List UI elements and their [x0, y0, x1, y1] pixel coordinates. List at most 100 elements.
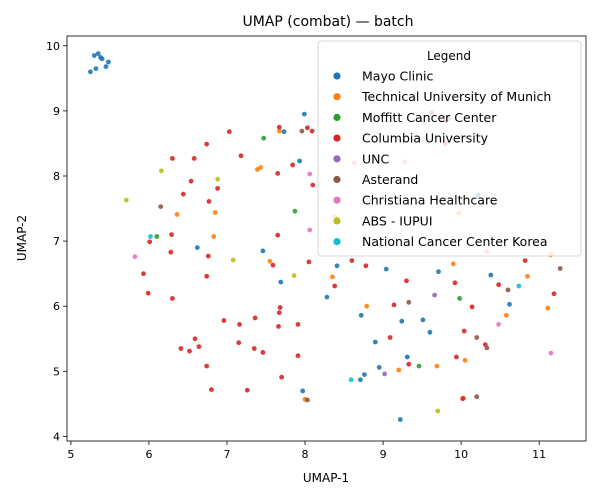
chart-title: UMAP (combat) — batch	[242, 14, 413, 30]
legend-label: Christiana Healthcare	[362, 193, 498, 208]
legend-marker	[333, 175, 341, 184]
x-tick-label: 11	[532, 448, 546, 461]
data-point	[306, 259, 312, 265]
data-point	[557, 266, 563, 271]
data-point	[295, 353, 301, 359]
y-tick-label: 7	[53, 235, 60, 248]
data-point	[180, 191, 186, 197]
data-point	[334, 263, 340, 269]
data-point	[404, 354, 410, 360]
data-point	[362, 372, 367, 377]
legend-marker	[333, 196, 341, 204]
data-point	[291, 273, 297, 278]
data-point	[416, 363, 422, 369]
data-point	[376, 365, 382, 370]
data-point	[141, 271, 146, 277]
data-point	[434, 363, 440, 369]
data-point	[154, 234, 160, 239]
data-point	[469, 304, 475, 310]
legend-marker	[333, 155, 341, 163]
data-point	[209, 387, 214, 392]
data-point	[91, 53, 97, 58]
data-point	[436, 269, 441, 275]
data-point	[212, 210, 218, 215]
data-point	[215, 186, 221, 191]
data-point	[221, 318, 227, 323]
data-point	[305, 397, 310, 403]
y-tick-label: 4	[53, 430, 60, 443]
data-point	[307, 171, 313, 177]
data-point	[88, 69, 93, 75]
data-point	[236, 340, 242, 346]
legend-marker	[333, 113, 341, 121]
data-point	[396, 367, 402, 373]
legend-label: Moffitt Cancer Center	[362, 110, 497, 125]
data-point	[399, 318, 405, 324]
data-point	[406, 361, 412, 367]
data-point	[178, 346, 184, 351]
data-point	[267, 258, 273, 264]
data-point	[204, 273, 210, 279]
legend-marker	[333, 134, 341, 142]
y-tick-label: 9	[53, 105, 60, 118]
data-point	[204, 363, 210, 369]
data-point	[484, 345, 490, 351]
data-point	[372, 339, 378, 345]
data-point	[194, 245, 200, 251]
data-point	[474, 394, 480, 400]
data-point	[106, 59, 111, 65]
data-point	[406, 299, 412, 305]
data-point	[188, 178, 194, 184]
data-point	[450, 261, 456, 267]
data-point	[507, 301, 512, 307]
data-point	[148, 234, 153, 239]
y-tick-label: 8	[53, 170, 60, 183]
data-point	[349, 258, 355, 263]
legend-marker	[333, 93, 341, 101]
data-point	[281, 129, 287, 135]
data-point	[123, 197, 129, 203]
x-tick-label: 5	[67, 448, 74, 461]
data-point	[93, 66, 99, 71]
data-point	[301, 111, 307, 117]
legend-marker	[333, 238, 341, 246]
data-point	[505, 287, 511, 293]
data-point	[310, 182, 316, 188]
data-point	[258, 165, 263, 170]
data-point	[299, 128, 305, 134]
x-tick-label: 10	[454, 448, 468, 461]
data-point	[103, 64, 109, 69]
data-point	[295, 322, 301, 327]
data-point	[452, 280, 458, 286]
data-point	[270, 262, 276, 268]
data-point	[252, 315, 258, 321]
data-point	[226, 129, 232, 135]
legend-box	[317, 40, 582, 257]
data-point	[277, 305, 283, 310]
data-point	[168, 249, 174, 255]
data-point	[170, 156, 175, 161]
x-tick-label: 8	[302, 448, 309, 461]
data-point	[205, 253, 211, 259]
data-point	[382, 371, 387, 377]
data-point	[260, 350, 266, 355]
data-point	[462, 357, 468, 363]
data-point	[278, 279, 284, 285]
data-point	[191, 156, 197, 161]
data-point	[496, 282, 501, 288]
y-tick-label: 10	[46, 40, 60, 53]
data-point	[238, 153, 244, 159]
data-point	[358, 377, 363, 383]
data-point	[435, 408, 441, 414]
data-point	[145, 290, 151, 296]
data-point	[364, 303, 370, 309]
data-point	[474, 335, 480, 340]
data-point	[516, 283, 522, 289]
data-point	[454, 354, 459, 360]
data-point	[383, 266, 389, 272]
legend-label: National Cancer Center Korea	[362, 234, 548, 249]
data-point	[170, 296, 175, 301]
data-point	[251, 346, 257, 351]
data-point	[158, 204, 164, 210]
